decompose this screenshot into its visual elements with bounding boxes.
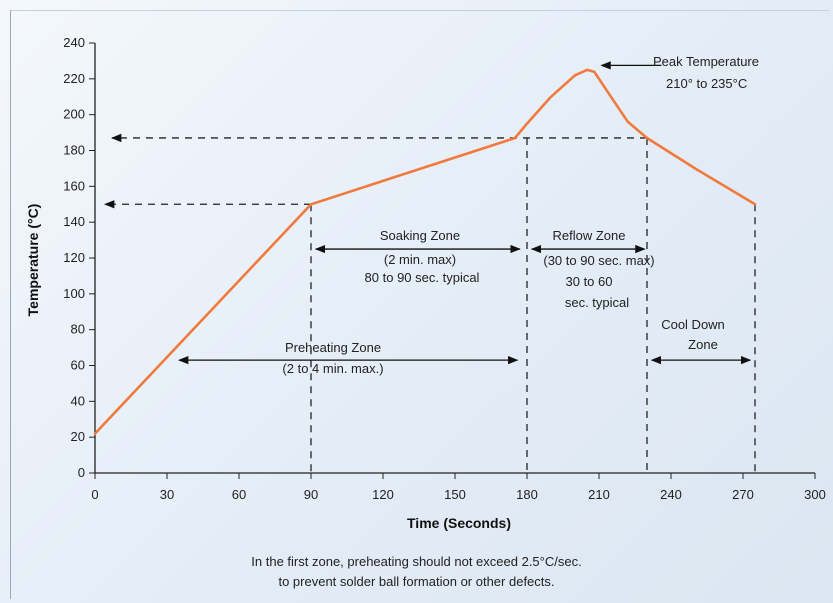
x-tick-label: 180 (516, 487, 538, 502)
y-tick-label: 0 (78, 465, 85, 480)
x-tick-label: 90 (304, 487, 318, 502)
y-tick-label: 120 (63, 250, 85, 265)
preheat-annotation-line2: (2 to 4 min. max.) (282, 361, 383, 376)
soak-annotation-line3: 80 to 90 sec. typical (365, 270, 480, 285)
y-axis-label: Temperature (°C) (25, 204, 41, 317)
reflow-annotation-line3: 30 to 60 (566, 274, 613, 289)
cool-annotation-line1: Cool Down (661, 317, 725, 332)
peak-annotation-line1: Peak Temperature (653, 54, 759, 69)
reflow-annotation-line4: sec. typical (565, 295, 629, 310)
caption: In the first zone, preheating should not… (0, 552, 833, 592)
cool-annotation-line2: Zone (688, 337, 718, 352)
x-tick-label: 240 (660, 487, 682, 502)
caption-line1: In the first zone, preheating should not… (251, 554, 582, 569)
y-tick-label: 180 (63, 143, 85, 158)
y-tick-label: 200 (63, 107, 85, 122)
y-tick-label: 60 (71, 358, 85, 373)
caption-line2: to prevent solder ball formation or othe… (278, 574, 555, 589)
y-tick-label: 80 (71, 322, 85, 337)
x-tick-label: 150 (444, 487, 466, 502)
y-tick-label: 140 (63, 214, 85, 229)
x-tick-label: 210 (588, 487, 610, 502)
x-tick-label: 30 (160, 487, 174, 502)
x-tick-label: 0 (91, 487, 98, 502)
x-tick-label: 120 (372, 487, 394, 502)
guide-lines (103, 61, 756, 473)
axes: 0 20 40 60 80 100 120 140 160 180 200 220 240 0 30 60 90… (63, 35, 826, 502)
soak-annotation-line1: Soaking Zone (380, 228, 460, 243)
y-tick-label: 100 (63, 286, 85, 301)
x-tick-label: 270 (732, 487, 754, 502)
annotations: Peak Temperature 210° to 235°C Soaking Z… (282, 54, 759, 376)
y-tick-label: 40 (71, 393, 85, 408)
preheat-annotation-line1: Preheating Zone (285, 340, 381, 355)
x-tick-label: 60 (232, 487, 246, 502)
x-tick-label: 300 (804, 487, 826, 502)
x-axis-label: Time (Seconds) (407, 515, 511, 531)
y-tick-label: 240 (63, 35, 85, 50)
soak-annotation-line2: (2 min. max) (384, 252, 456, 267)
chart-frame (10, 10, 829, 599)
temperature-line (93, 68, 757, 435)
y-tick-label: 20 (71, 429, 85, 444)
y-tick-label: 220 (63, 71, 85, 86)
reflow-annotation-line2: (30 to 90 sec. max) (543, 253, 654, 268)
peak-annotation-line2: 210° to 235°C (666, 76, 747, 91)
temperature-series (93, 68, 757, 435)
reflow-annotation-line1: Reflow Zone (553, 228, 626, 243)
y-tick-label: 160 (63, 178, 85, 193)
